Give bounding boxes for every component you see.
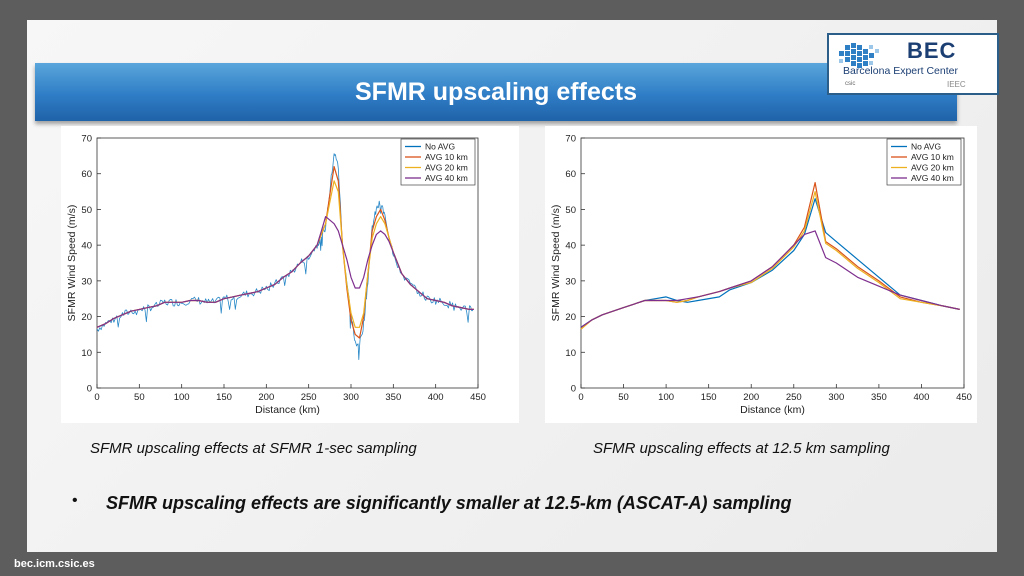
plot-frame xyxy=(96,137,479,389)
title-band: SFMR upscaling effects xyxy=(35,63,957,121)
legend-entry: AVG 40 km xyxy=(425,173,468,183)
y-tick-label: 20 xyxy=(81,312,92,323)
chart-panel-left: 0 50 100 150 200 250 300 350 400 450 0 10 20 30 40 50 60… xyxy=(61,126,519,423)
bullet-marker: • xyxy=(72,492,78,509)
series-line xyxy=(580,191,960,330)
chart-left: 0 50 100 150 200 250 300 350 400 450 0 10 20 30 40 50 60… xyxy=(66,134,486,417)
y-tick-label: 40 xyxy=(81,241,92,252)
logo-name: BEC xyxy=(907,38,957,63)
x-tick-label: 400 xyxy=(914,392,930,403)
x-tick-label: 50 xyxy=(134,392,145,403)
x-tick-label: 300 xyxy=(343,392,359,403)
x-tick-label: 100 xyxy=(658,392,674,403)
chart-panel-right: 0 50 100 150 200 250 300 350 400 450 0 10 20 30 40 50 60… xyxy=(545,126,977,423)
x-tick-label: 0 xyxy=(578,392,583,403)
x-tick-label: 150 xyxy=(216,392,232,403)
logo-subtitle: Barcelona Expert Center xyxy=(843,65,958,77)
legend-entry: AVG 10 km xyxy=(911,152,954,162)
x-tick-label: 100 xyxy=(174,392,190,403)
globe-icon xyxy=(839,43,879,68)
legend-entry: AVG 20 km xyxy=(425,163,468,173)
series-line xyxy=(580,230,960,328)
logo-partner-right: IEEC xyxy=(947,80,966,89)
x-tick-label: 150 xyxy=(701,392,717,403)
bec-logo: BEC Barcelona Expert Center csic IEEC xyxy=(827,33,999,95)
x-tick-label: 350 xyxy=(385,392,401,403)
x-axis-label: Distance (km) xyxy=(255,404,320,416)
logo-partner-left: csic xyxy=(845,81,856,87)
y-tick-label: 70 xyxy=(81,134,92,145)
legend-entry: AVG 40 km xyxy=(911,173,954,183)
x-tick-label: 300 xyxy=(828,392,844,403)
y-tick-label: 40 xyxy=(565,241,576,252)
x-tick-label: 400 xyxy=(428,392,444,403)
caption-right: SFMR upscaling effects at 12.5 km sampli… xyxy=(593,440,890,457)
x-tick-label: 250 xyxy=(786,392,802,403)
series-line xyxy=(580,198,960,328)
y-tick-label: 10 xyxy=(81,348,92,359)
y-tick-label: 30 xyxy=(565,276,576,287)
x-tick-label: 250 xyxy=(301,392,317,403)
y-tick-label: 20 xyxy=(565,312,576,323)
x-axis-label: Distance (km) xyxy=(740,404,805,416)
x-tick-label: 450 xyxy=(470,392,486,403)
x-tick-label: 50 xyxy=(618,392,629,403)
y-tick-label: 50 xyxy=(81,205,92,216)
y-tick-label: 0 xyxy=(571,384,576,395)
y-tick-label: 50 xyxy=(565,205,576,216)
chart-right: 0 50 100 150 200 250 300 350 400 450 0 10 20 30 40 50 60… xyxy=(550,134,972,417)
y-tick-label: 0 xyxy=(87,384,92,395)
legend-entry: No AVG xyxy=(425,142,455,152)
legend-entry: No AVG xyxy=(911,142,941,152)
slide: SFMR upscaling effects BEC Barcelona Exp… xyxy=(27,20,999,552)
x-tick-label: 200 xyxy=(258,392,274,403)
series-line xyxy=(96,180,474,328)
caption-left: SFMR upscaling effects at SFMR 1-sec sam… xyxy=(90,440,417,457)
x-tick-label: 350 xyxy=(871,392,887,403)
plot-frame xyxy=(580,137,965,389)
y-tick-label: 60 xyxy=(81,169,92,180)
y-tick-label: 60 xyxy=(565,169,576,180)
x-tick-label: 200 xyxy=(743,392,759,403)
y-tick-label: 70 xyxy=(565,134,576,145)
y-axis-label: SFMR Wind Speed (m/s) xyxy=(550,205,562,322)
x-tick-label: 0 xyxy=(94,392,99,403)
x-tick-label: 450 xyxy=(956,392,972,403)
footer-url[interactable]: bec.icm.csic.es xyxy=(14,558,95,570)
legend-entry: AVG 20 km xyxy=(911,163,954,173)
series-line xyxy=(96,216,474,328)
series-line xyxy=(580,182,960,330)
series-line xyxy=(96,166,474,339)
y-tick-label: 30 xyxy=(81,276,92,287)
legend-entry: AVG 10 km xyxy=(425,152,468,162)
y-axis-label: SFMR Wind Speed (m/s) xyxy=(66,205,78,322)
y-tick-label: 10 xyxy=(565,348,576,359)
slide-title: SFMR upscaling effects xyxy=(355,78,637,106)
bullet-text: SFMR upscaling effects are significantly… xyxy=(106,493,792,513)
